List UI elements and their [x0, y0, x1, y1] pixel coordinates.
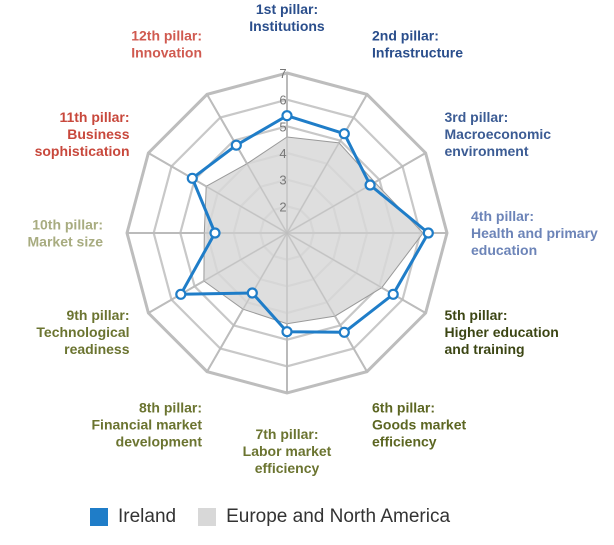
tick-labels: 2 3 4 5 6 7: [279, 66, 286, 214]
axis-label-line: Goods market: [372, 417, 466, 433]
axis-label-line: Macroeconomic: [445, 126, 552, 142]
legend-item-ireland: Ireland: [90, 506, 176, 528]
tick-label: 6: [279, 93, 286, 108]
axis-label-line: efficiency: [255, 460, 320, 476]
data-point-ireland: [387, 288, 399, 300]
axis-label-line: 1st pillar:: [256, 1, 318, 17]
tick-label: 3: [279, 173, 286, 188]
axis-label-line: readiness: [64, 341, 130, 357]
data-point-ireland: [422, 227, 434, 239]
axis-label-line: environment: [445, 143, 529, 159]
legend-label-europe: Europe and North America: [226, 506, 451, 527]
axis-label-line: Business: [67, 126, 129, 142]
grid-spoke-overlay: [286, 232, 426, 314]
tick-label: 2: [279, 199, 286, 214]
series-markers-ireland: [175, 110, 434, 338]
axis-label: 11th pillar: Business sophistication: [35, 109, 130, 159]
axis-label: 3rd pillar: Macroeconomic environment: [445, 109, 552, 159]
grid-spoke-overlay: [206, 94, 288, 234]
axis-label: 12th pillar: Innovation: [131, 28, 202, 61]
data-point-ireland: [338, 326, 350, 338]
axis-label: 8th pillar: Financial market development: [92, 400, 203, 450]
radar-chart: 2 3 4 5 6 7 1st pillar: Institutions 2nd pillar:…: [28, 1, 599, 476]
axis-label-line: 3rd pillar:: [445, 109, 509, 125]
axis-label-line: 6th pillar:: [372, 400, 435, 416]
axis-label-line: 9th pillar:: [66, 307, 129, 323]
data-point-ireland: [364, 179, 376, 191]
legend-swatch-europe: [198, 508, 217, 526]
axis-label-line: 2nd pillar:: [372, 28, 439, 44]
legend-swatch-ireland: [90, 508, 108, 526]
axis-label-line: 8th pillar:: [139, 400, 202, 416]
axis-label: 2nd pillar: Infrastructure: [372, 28, 463, 61]
axis-label-line: Financial market: [92, 417, 203, 433]
data-point-ireland: [281, 326, 293, 338]
data-point-ireland: [338, 128, 350, 140]
legend-item-europe: Europe and North America: [198, 506, 450, 528]
axis-label: 5th pillar: Higher education and training: [445, 307, 559, 357]
axis-label-line: Health and primary: [471, 225, 598, 241]
legend: Ireland Europe and North America: [90, 506, 450, 528]
data-point-ireland: [209, 227, 221, 239]
axis-label-line: 7th pillar:: [255, 426, 318, 442]
axis-label-line: 4th pillar:: [471, 208, 534, 224]
axis-label-line: Innovation: [131, 45, 202, 61]
grid-spoke-overlay: [148, 232, 288, 314]
grid-spoke-overlay: [286, 232, 368, 372]
data-point-ireland: [230, 139, 242, 151]
axis-label-line: 11th pillar:: [59, 109, 129, 125]
tick-label: 4: [279, 146, 286, 161]
grid-spoke-overlay: [206, 232, 288, 372]
axis-label: 7th pillar: Labor market efficiency: [243, 426, 332, 476]
tick-label: 5: [279, 119, 286, 134]
axis-label-line: efficiency: [372, 434, 437, 450]
axis-label-line: 10th pillar:: [32, 217, 103, 233]
axis-label-line: 12th pillar:: [131, 28, 202, 44]
grid-spoke-overlay: [148, 152, 288, 234]
axis-label-line: Labor market: [243, 443, 332, 459]
axis-labels: 1st pillar: Institutions 2nd pillar: Infras…: [28, 1, 599, 476]
axis-label-line: 5th pillar:: [445, 307, 508, 323]
axis-label-line: Technological: [36, 324, 129, 340]
data-point-ireland: [281, 110, 293, 122]
axis-label-line: development: [116, 434, 203, 450]
grid-spoke-overlay: [286, 94, 368, 234]
tick-label: 7: [279, 66, 286, 81]
axis-label-line: sophistication: [35, 143, 130, 159]
axis-label: 9th pillar: Technological readiness: [36, 307, 129, 357]
data-point-ireland: [186, 172, 198, 184]
axis-label-line: Market size: [28, 234, 104, 250]
axis-label-line: Higher education: [445, 324, 559, 340]
data-point-ireland: [175, 288, 187, 300]
axis-label-line: Institutions: [249, 18, 325, 34]
axis-label-line: and training: [445, 341, 525, 357]
axis-label-line: education: [471, 242, 537, 258]
axis-label: 6th pillar: Goods market efficiency: [372, 400, 466, 450]
axis-label: 10th pillar: Market size: [28, 217, 104, 250]
axis-label: 4th pillar: Health and primary education: [471, 208, 598, 258]
grid-spoke-overlay: [286, 152, 426, 234]
legend-label-ireland: Ireland: [118, 506, 177, 527]
data-point-ireland: [246, 287, 258, 299]
axis-label: 1st pillar: Institutions: [249, 1, 325, 34]
axis-label-line: Infrastructure: [372, 45, 463, 61]
